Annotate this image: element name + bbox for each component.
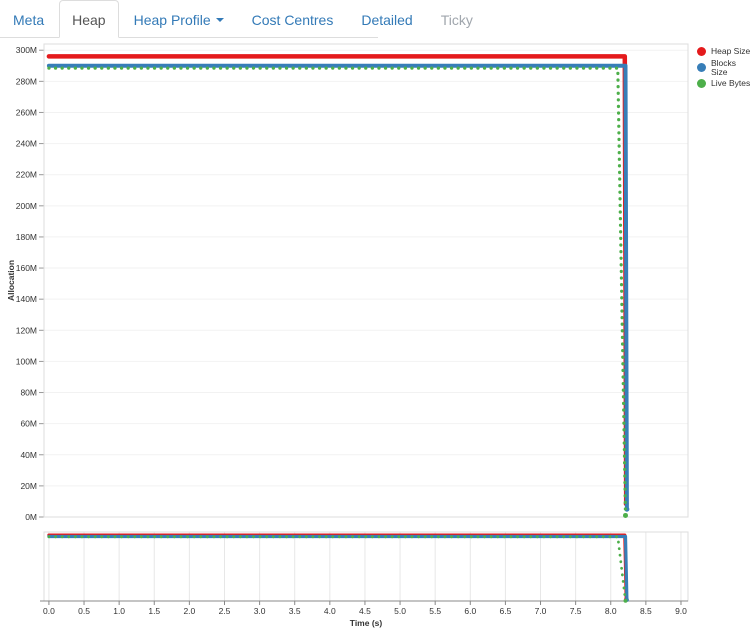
x-axis-title: Time (s) [350, 618, 383, 628]
svg-text:6.5: 6.5 [499, 606, 511, 616]
svg-text:8.5: 8.5 [640, 606, 652, 616]
legend-label-heap-size: Heap Size [711, 46, 751, 57]
svg-text:5.5: 5.5 [429, 606, 441, 616]
svg-text:1.5: 1.5 [148, 606, 160, 616]
heap-size-swatch-icon [697, 47, 706, 56]
svg-text:40M: 40M [20, 450, 37, 460]
svg-text:7.5: 7.5 [570, 606, 582, 616]
svg-text:120M: 120M [16, 325, 37, 335]
blocks-size-swatch-icon [697, 63, 706, 72]
chevron-down-icon [215, 18, 224, 23]
tab-heap[interactable]: Heap [59, 0, 119, 38]
svg-text:9.0: 9.0 [675, 606, 687, 616]
heap-chart-panel: 0M 20M 40M 60M 80M 100M 120M 140M 160M 180M 200M 22… [0, 39, 752, 634]
svg-text:0M: 0M [25, 512, 37, 522]
legend-item-heap-size: Heap Size [697, 47, 752, 56]
svg-text:6.0: 6.0 [464, 606, 476, 616]
svg-text:140M: 140M [16, 294, 37, 304]
svg-text:260M: 260M [16, 107, 37, 117]
main-allocation-chart: 0M 20M 40M 60M 80M 100M 120M 140M 160M 180M 200M 22… [6, 43, 689, 522]
tab-bar: Meta Heap Heap Profile Cost Centres Deta… [0, 0, 752, 38]
overview-brush-chart[interactable]: 0.0 0.5 1.0 1.5 2.0 2.5 3.0 3.5 4.0 4.5 5.0 5.5 6.0 6… [0, 524, 752, 634]
svg-text:0.5: 0.5 [78, 606, 90, 616]
live-bytes-swatch-icon [697, 79, 706, 88]
legend-label-live-bytes: Live Bytes [711, 78, 751, 89]
svg-text:220M: 220M [16, 170, 37, 180]
legend-label-blocks-size: Blocks Size [711, 58, 737, 77]
tab-cost-centres[interactable]: Cost Centres [251, 12, 334, 28]
svg-text:2.5: 2.5 [219, 606, 231, 616]
svg-text:100M: 100M [16, 356, 37, 366]
svg-text:240M: 240M [16, 139, 37, 149]
tab-meta[interactable]: Meta [13, 12, 45, 28]
legend: Heap Size Blocks Size Live Bytes [697, 47, 752, 91]
svg-text:180M: 180M [16, 232, 37, 242]
svg-text:5.0: 5.0 [394, 606, 406, 616]
svg-text:200M: 200M [16, 201, 37, 211]
svg-text:0.0: 0.0 [43, 606, 55, 616]
y-axis-title: Allocation [6, 260, 16, 301]
svg-text:280M: 280M [16, 76, 37, 86]
tab-heap-profile[interactable]: Heap Profile [121, 0, 237, 38]
svg-text:4.0: 4.0 [324, 606, 336, 616]
tabbar-divider [0, 37, 378, 38]
tab-heap-profile-label: Heap Profile [133, 12, 211, 28]
svg-text:3.5: 3.5 [289, 606, 301, 616]
svg-text:1.0: 1.0 [113, 606, 125, 616]
svg-text:60M: 60M [20, 419, 37, 429]
legend-item-blocks-size: Blocks Size [697, 59, 752, 76]
svg-text:3.0: 3.0 [254, 606, 266, 616]
svg-text:2.0: 2.0 [183, 606, 195, 616]
svg-text:4.5: 4.5 [359, 606, 371, 616]
legend-item-live-bytes: Live Bytes [697, 79, 752, 88]
svg-text:80M: 80M [20, 388, 37, 398]
svg-text:8.0: 8.0 [605, 606, 617, 616]
tab-detailed[interactable]: Detailed [361, 12, 413, 28]
svg-text:20M: 20M [20, 481, 37, 491]
svg-text:7.0: 7.0 [535, 606, 547, 616]
svg-text:160M: 160M [16, 263, 37, 273]
svg-text:300M: 300M [16, 45, 37, 55]
tab-ticky: Ticky [440, 12, 473, 28]
